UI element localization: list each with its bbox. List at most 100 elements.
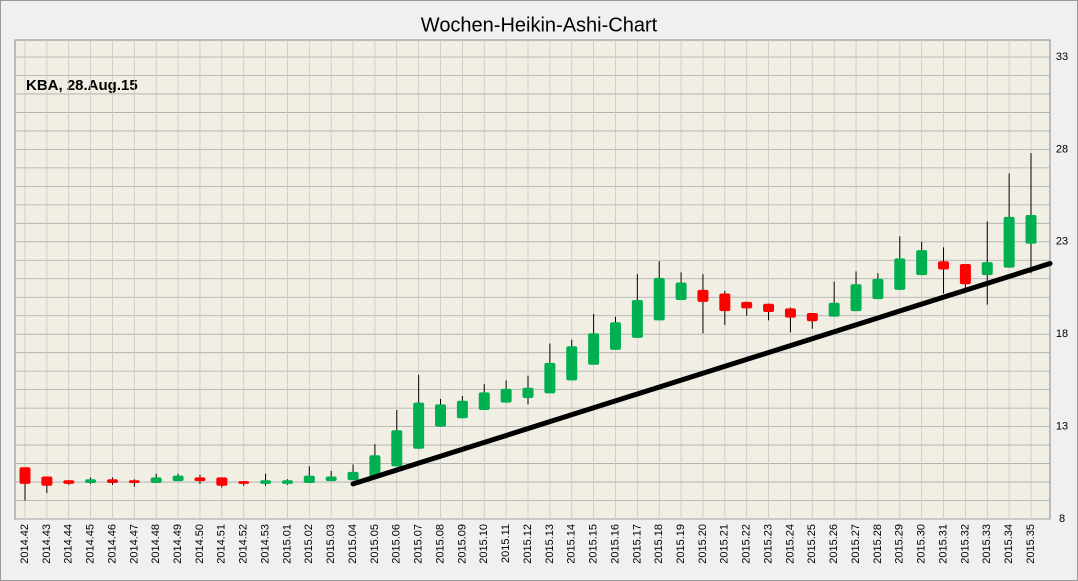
candle-body xyxy=(653,277,665,321)
candle-body xyxy=(894,258,906,290)
x-tick-label: 2015.10 xyxy=(478,524,490,564)
candle-body xyxy=(544,362,556,394)
candle-body xyxy=(106,479,118,483)
y-tick-label: 18 xyxy=(1056,328,1068,340)
candle-body xyxy=(566,346,578,381)
x-tick-label: 2015.08 xyxy=(434,524,446,564)
x-tick-label: 2015.14 xyxy=(566,524,578,564)
candle-body xyxy=(741,301,753,309)
x-tick-label: 2014.53 xyxy=(259,524,271,564)
candle-body xyxy=(522,387,534,398)
x-tick-label: 2014.46 xyxy=(106,524,118,564)
chart-title: Wochen-Heikin-Ashi-Chart xyxy=(421,14,658,36)
x-tick-label: 2014.52 xyxy=(238,524,250,564)
candle-body xyxy=(150,477,162,483)
candle-body xyxy=(303,475,315,483)
candle-body xyxy=(325,476,337,482)
candle-body xyxy=(194,477,206,482)
candle-body xyxy=(675,282,687,301)
candle-body xyxy=(63,480,75,484)
candle-body xyxy=(260,480,272,484)
candle-body xyxy=(85,479,97,483)
x-tick-label: 2015.34 xyxy=(1003,524,1015,564)
candle-body xyxy=(631,300,643,338)
x-tick-label: 2015.19 xyxy=(675,524,687,564)
x-tick-label: 2015.31 xyxy=(937,524,949,564)
x-tick-label: 2015.33 xyxy=(981,524,993,564)
x-tick-label: 2015.35 xyxy=(1025,524,1037,564)
candle-body xyxy=(413,402,425,449)
candle-body xyxy=(238,481,250,484)
x-tick-label: 2015.25 xyxy=(806,524,818,564)
candle-body xyxy=(850,284,862,312)
candle-body xyxy=(981,262,993,276)
candle-body xyxy=(347,471,359,481)
candle-body xyxy=(938,261,950,270)
y-tick-label: 23 xyxy=(1056,236,1068,248)
candle-body xyxy=(281,480,293,484)
annotation: KBA, 28.Aug.15 xyxy=(26,77,138,94)
x-tick-label: 2015.06 xyxy=(391,524,403,564)
candle-body xyxy=(19,467,31,484)
candle-body xyxy=(719,293,731,312)
x-tick-label: 2015.07 xyxy=(413,524,425,564)
x-tick-label: 2015.21 xyxy=(719,524,731,564)
candle-body xyxy=(391,430,403,467)
candle-body xyxy=(41,476,53,486)
trendline xyxy=(350,261,1053,487)
x-tick-label: 2015.05 xyxy=(369,524,381,564)
x-tick-label: 2015.17 xyxy=(631,524,643,564)
x-tick-label: 2015.16 xyxy=(609,524,621,564)
x-tick-label: 2015.20 xyxy=(697,524,709,564)
candle-body xyxy=(216,477,228,486)
candle-body xyxy=(806,312,818,322)
x-tick-label: 2014.48 xyxy=(150,524,162,564)
candle-body xyxy=(588,333,600,365)
candle-body xyxy=(478,392,490,410)
y-tick-label: 33 xyxy=(1056,51,1068,63)
x-tick-label: 2015.32 xyxy=(959,524,971,564)
y-tick-label: 28 xyxy=(1056,143,1068,155)
x-tick-label: 2015.04 xyxy=(347,524,359,564)
x-tick-label: 2015.27 xyxy=(850,524,862,564)
candle-body xyxy=(872,278,884,300)
x-tick-label: 2015.23 xyxy=(762,524,774,564)
candle-body xyxy=(697,289,709,302)
candle-body xyxy=(500,388,512,403)
x-tick-label: 2015.24 xyxy=(784,524,796,564)
x-tick-label: 2015.01 xyxy=(281,524,293,564)
x-tick-label: 2014.44 xyxy=(63,524,75,564)
candle-body xyxy=(1003,216,1015,268)
x-tick-label: 2015.03 xyxy=(325,524,337,564)
x-tick-label: 2015.12 xyxy=(522,524,534,564)
candle-body xyxy=(959,263,971,285)
x-tick-label: 2015.09 xyxy=(456,524,468,564)
candle-body xyxy=(369,455,381,477)
x-tick-label: 2015.22 xyxy=(741,524,753,564)
x-tick-label: 2015.29 xyxy=(894,524,906,564)
x-tick-label: 2014.50 xyxy=(194,524,206,564)
x-tick-label: 2015.30 xyxy=(916,524,928,564)
candle-body xyxy=(828,302,840,317)
candle-body xyxy=(435,404,447,427)
candle-body xyxy=(916,250,928,276)
x-tick-label: 2014.43 xyxy=(41,524,53,564)
x-tick-label: 2015.11 xyxy=(500,524,512,563)
x-tick-label: 2015.28 xyxy=(872,524,884,564)
candle-body xyxy=(456,400,468,419)
candle-body xyxy=(1025,215,1037,244)
y-tick-label: 13 xyxy=(1056,421,1068,433)
candle-body xyxy=(609,322,621,350)
candle-body xyxy=(784,308,796,318)
x-tick-label: 2015.18 xyxy=(653,524,665,564)
x-tick-label: 2015.26 xyxy=(828,524,840,564)
x-tick-label: 2015.02 xyxy=(303,524,315,564)
x-tick-label: 2015.15 xyxy=(588,524,600,564)
x-tick-label: 2015.13 xyxy=(544,524,556,564)
x-tick-label: 2014.51 xyxy=(216,524,228,564)
y-tick-label: 8 xyxy=(1059,513,1065,525)
candle-body xyxy=(128,480,140,483)
x-tick-label: 2014.42 xyxy=(19,524,31,564)
x-tick-label: 2014.45 xyxy=(85,524,97,564)
